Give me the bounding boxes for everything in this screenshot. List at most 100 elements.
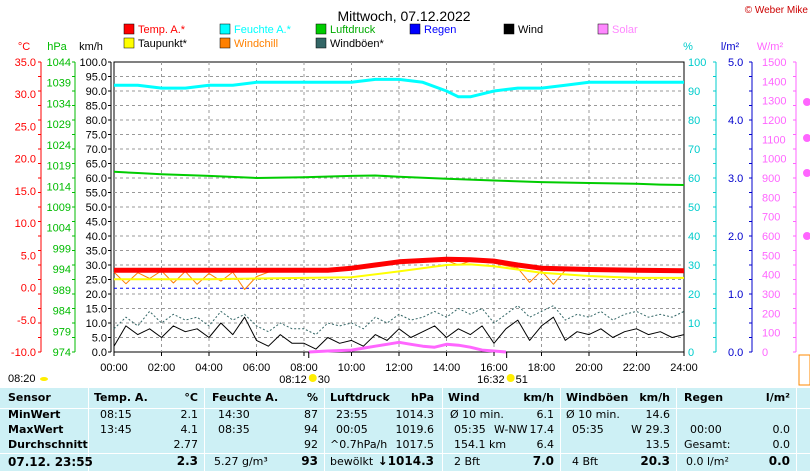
pressure-axis-label: hPa bbox=[47, 41, 67, 53]
legend-label: Temp. A.* bbox=[138, 24, 186, 36]
humidity-time: 5.27 g/m³ bbox=[214, 455, 268, 468]
pressure-tick-label: 1029 bbox=[47, 119, 71, 131]
chart-legend: Temp. A.* Feuchte A.* Luftdruck Regen Wind So… bbox=[123, 23, 638, 50]
header-rain-unit: l/m² bbox=[765, 391, 790, 404]
x-tick-label: 24:00 bbox=[670, 362, 698, 374]
humidity-time: 08:35 bbox=[218, 423, 250, 436]
rain-tick-label: 2.0 bbox=[728, 231, 743, 243]
x-tick-label: 14:00 bbox=[433, 362, 461, 374]
wind-tick-label: 5.0 bbox=[92, 333, 107, 345]
weather-chart: Mittwoch, 07.12.2022 © Weber Mike Temp. … bbox=[8, 5, 810, 386]
solar-tick-label: 800 bbox=[762, 192, 780, 204]
humidity-value: 87 bbox=[304, 408, 318, 421]
series-line-wind bbox=[113, 316, 685, 350]
header-humidity: Feuchte A. bbox=[212, 391, 279, 404]
solar-tick-label: 1500 bbox=[762, 57, 786, 69]
solar-axis-label: W/m² bbox=[757, 41, 784, 53]
chart-title: Mittwoch, 07.12.2022 bbox=[337, 8, 470, 24]
copyright-label: © Weber Mike bbox=[745, 5, 809, 16]
sunset-icon bbox=[506, 374, 515, 382]
solar-tick-label: 1400 bbox=[762, 76, 786, 88]
solar-tick-label: 300 bbox=[762, 289, 780, 301]
gust-value: 20.3 bbox=[640, 454, 670, 468]
wind-tick-label: 50.0 bbox=[86, 202, 107, 214]
wind-time: 05:35 bbox=[454, 423, 486, 436]
pressure-tick-label: 1044 bbox=[47, 57, 71, 69]
legend-swatch bbox=[123, 23, 135, 35]
sunset-label: 16:32 bbox=[477, 374, 505, 386]
x-tick-label: 10:00 bbox=[338, 362, 366, 374]
wind-tick-label: 20.0 bbox=[86, 289, 107, 301]
solar-tick-label: 900 bbox=[762, 173, 780, 185]
x-tick-label: 06:00 bbox=[243, 362, 271, 374]
temp-value: 2.77 bbox=[173, 438, 199, 451]
header-gust: Windböen bbox=[566, 391, 629, 404]
humidity-tick-label: 50 bbox=[688, 202, 700, 214]
wind-tick-label: 40.0 bbox=[86, 231, 107, 243]
legend-label: Regen bbox=[424, 24, 456, 36]
wind-tick-label: 90.0 bbox=[86, 86, 107, 98]
header-rain: Regen bbox=[684, 391, 724, 404]
x-tick-label: 12:00 bbox=[385, 362, 413, 374]
temp-tick-label: 20.0 bbox=[15, 154, 36, 166]
temp-tick-label: 10.0 bbox=[15, 218, 36, 230]
solar-tick-label: 1200 bbox=[762, 115, 786, 127]
rain-time: Gesamt: bbox=[684, 438, 731, 451]
rain-time: 0.0 l/m² bbox=[686, 455, 729, 468]
solar-tick-label: 700 bbox=[762, 212, 780, 224]
series-line-windb-en bbox=[113, 305, 685, 336]
sun-markers: 08:12 30 16:32 51 08:20 bbox=[8, 352, 528, 386]
header-gust-unit: km/h bbox=[639, 391, 670, 404]
rain-value: 0.0 bbox=[772, 438, 791, 451]
pressure-time: ^0.7hPa/h bbox=[330, 438, 388, 451]
wind-tick-label: 75.0 bbox=[86, 130, 107, 142]
humidity-value: 92 bbox=[304, 438, 318, 451]
wind-tick-label: 45.0 bbox=[86, 217, 107, 229]
humidity-time: 14:30 bbox=[218, 408, 250, 421]
gust-time: 05:35 bbox=[572, 423, 604, 436]
plot-grid bbox=[114, 62, 684, 352]
wind-tick-label: 25.0 bbox=[86, 275, 107, 287]
wind-tick-label: 55.0 bbox=[86, 188, 107, 200]
humidity-value: 93 bbox=[301, 454, 318, 468]
gust-value: W 29.3 bbox=[631, 423, 670, 436]
wind-tick-label: 60.0 bbox=[86, 173, 107, 185]
temp-tick-label: 35.0 bbox=[15, 57, 36, 69]
humidity-axis-label: % bbox=[683, 41, 693, 53]
humidity-tick-label: 20 bbox=[688, 289, 700, 301]
wind-value: 17.4 bbox=[529, 423, 555, 436]
wind-tick-label: 70.0 bbox=[86, 144, 107, 156]
pressure-tick-label: 974 bbox=[53, 347, 71, 359]
wind-tick-label: 0.0 bbox=[92, 347, 107, 359]
wind-time: Ø 10 min. bbox=[450, 408, 504, 421]
row-label: MinWert bbox=[8, 408, 61, 421]
rain-value: 0.0 bbox=[772, 423, 791, 436]
solar-tick-label: 0 bbox=[762, 347, 768, 359]
pressure-time: bewölkt bbox=[330, 455, 374, 468]
humidity-value: 94 bbox=[304, 423, 318, 436]
wind-tick-label: 95.0 bbox=[86, 72, 107, 84]
temp-tick-label: 15.0 bbox=[15, 186, 36, 198]
solar-tick-label: 200 bbox=[762, 308, 780, 320]
rain-tick-label: 1.0 bbox=[728, 289, 743, 301]
daylength-start-label: 08:20 bbox=[8, 373, 36, 385]
wind-tick-label: 100.0 bbox=[79, 57, 107, 69]
x-tick-label: 16:00 bbox=[480, 362, 508, 374]
header-temp: Temp. A. bbox=[94, 391, 148, 404]
legend-swatch bbox=[219, 37, 231, 49]
gust-time: Ø 10 min. bbox=[566, 408, 620, 421]
x-tick-label: 20:00 bbox=[575, 362, 603, 374]
pressure-value: 1017.5 bbox=[395, 438, 435, 451]
wind-time: 2 Bft bbox=[454, 455, 481, 468]
solar-tick-label: 600 bbox=[762, 231, 780, 243]
legend-swatch bbox=[315, 23, 327, 35]
temp-tick-label: -5.0 bbox=[17, 315, 36, 327]
rain-tick-label: 4.0 bbox=[728, 115, 743, 127]
series-line-solar bbox=[308, 340, 507, 354]
pressure-tick-label: 989 bbox=[53, 285, 71, 297]
pressure-tick-label: 999 bbox=[53, 243, 71, 255]
series-line-temp-a bbox=[114, 256, 685, 274]
solar-tick-label: 1100 bbox=[762, 134, 786, 146]
legend-label: Feuchte A.* bbox=[234, 24, 292, 36]
pressure-value: 1014.3 bbox=[395, 408, 435, 421]
